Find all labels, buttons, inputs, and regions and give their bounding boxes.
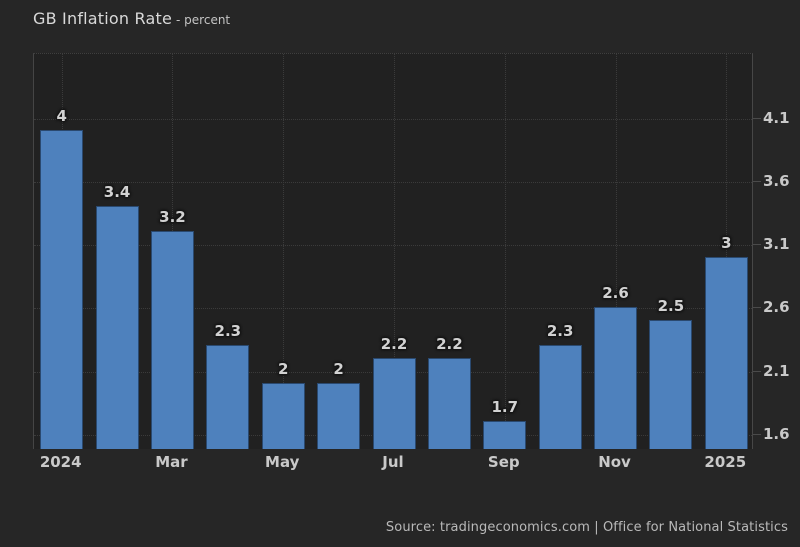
x-tick-label: May	[265, 453, 300, 471]
x-tick-label: Mar	[155, 453, 188, 471]
y-tick-mark	[753, 433, 761, 435]
chart-subtitle: - percent	[176, 13, 231, 27]
bar[interactable]	[594, 307, 638, 449]
bar[interactable]	[483, 421, 527, 449]
y-tick-label: 4.1	[763, 108, 790, 127]
bar-value-label: 2.5	[657, 296, 685, 315]
bar[interactable]	[649, 319, 693, 449]
bar[interactable]	[427, 357, 471, 449]
bar-value-label: 2	[278, 360, 289, 379]
bar[interactable]	[538, 345, 582, 449]
v-gridline	[283, 54, 285, 449]
plot-area[interactable]: 4 3.4 3.2 2.3 2 2 2.2 2.2 1.7 2.3 2.6 2.5 3	[33, 53, 753, 449]
bar-value-label: 2.3	[546, 322, 574, 341]
bar[interactable]	[704, 256, 748, 449]
v-gridline	[615, 54, 617, 449]
bar-value-label: 2.6	[602, 284, 629, 303]
y-tick-label: 3.6	[763, 171, 790, 190]
bar[interactable]	[206, 345, 250, 449]
y-tick-label: 3.1	[763, 235, 790, 254]
h-gridline	[34, 308, 752, 310]
h-gridline	[34, 245, 752, 247]
bar[interactable]	[372, 357, 416, 449]
y-tick-label: 2.6	[763, 298, 790, 317]
bar[interactable]	[150, 231, 194, 449]
chart-title: GB Inflation Rate	[33, 9, 173, 28]
x-tick-label: 2025	[704, 453, 747, 471]
bar[interactable]	[40, 130, 84, 449]
source-text: Source: tradingeconomics.com | Office fo…	[385, 520, 788, 535]
bar-value-label: 3	[721, 233, 732, 252]
x-tick-label: 2024	[39, 453, 82, 471]
v-gridline	[726, 54, 728, 449]
y-tick-label: 1.6	[763, 424, 790, 443]
v-gridline	[394, 54, 395, 449]
bar-value-label: 2.3	[214, 322, 242, 341]
bar-value-label: 2.2	[380, 334, 408, 353]
bar-value-label: 4	[56, 107, 67, 126]
chart-header: GB Inflation Rate - percent	[33, 9, 230, 28]
y-tick-mark	[753, 117, 761, 119]
y-tick-label: 2.1	[763, 361, 790, 380]
y-tick-mark	[753, 180, 761, 182]
x-tick-label: Jul	[382, 453, 404, 471]
h-gridline	[34, 181, 752, 183]
bar[interactable]	[317, 383, 361, 449]
y-tick-mark	[753, 244, 761, 246]
bar-value-label: 1.7	[491, 398, 519, 417]
y-tick-mark	[753, 370, 761, 372]
bar[interactable]	[261, 383, 305, 449]
bar-value-label: 3.2	[159, 208, 186, 227]
x-tick-label: Nov	[598, 453, 631, 471]
bar-value-label: 3.4	[103, 183, 131, 202]
bar-value-label: 2.2	[436, 334, 463, 353]
h-gridline	[34, 118, 752, 120]
v-gridline	[504, 54, 506, 449]
bar-value-label: 2	[333, 360, 344, 379]
y-tick-mark	[753, 307, 761, 309]
x-tick-label: Sep	[487, 453, 520, 471]
bar[interactable]	[95, 206, 139, 449]
